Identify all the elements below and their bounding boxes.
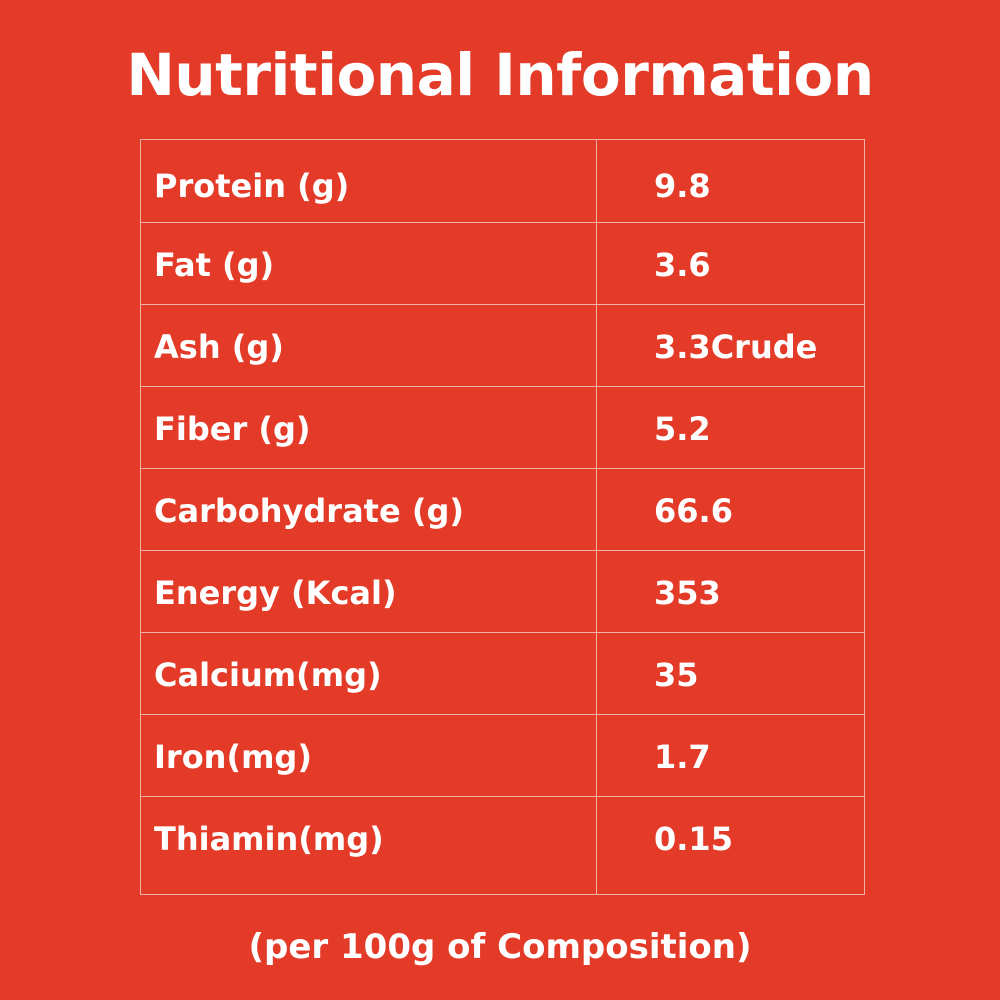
nutrient-value: 3.3Crude: [654, 328, 818, 366]
table-row: Carbohydrate (g) 66.6: [141, 469, 864, 551]
nutrient-label: Energy (Kcal): [154, 574, 397, 612]
nutrient-label: Carbohydrate (g): [154, 492, 464, 530]
nutrient-value: 35: [654, 656, 699, 694]
table-row: Fiber (g) 5.2: [141, 387, 864, 469]
table-row: Protein (g) 9.8: [141, 140, 864, 223]
composition-note: (per 100g of Composition): [248, 927, 752, 967]
nutrient-label: Ash (g): [154, 328, 284, 366]
nutrient-value: 1.7: [654, 738, 711, 776]
page-title: Nutritional Information: [126, 41, 874, 109]
table-row: Calcium(mg) 35: [141, 633, 864, 715]
nutrient-value: 353: [654, 574, 721, 612]
column-divider: [596, 140, 597, 894]
nutrition-table: Protein (g) 9.8 Fat (g) 3.6 Ash (g) 3.3C…: [140, 139, 865, 895]
table-row: Fat (g) 3.6: [141, 223, 864, 305]
table-row: Energy (Kcal) 353: [141, 551, 864, 633]
nutrient-value: 9.8: [654, 167, 711, 205]
nutrient-label: Protein (g): [154, 167, 350, 205]
nutrient-value: 3.6: [654, 246, 711, 284]
nutrient-label: Thiamin(mg): [154, 820, 384, 858]
nutrient-label: Calcium(mg): [154, 656, 382, 694]
nutrient-label: Iron(mg): [154, 738, 312, 776]
nutrient-value: 0.15: [654, 820, 733, 858]
nutrient-value: 5.2: [654, 410, 711, 448]
table-row: Iron(mg) 1.7: [141, 715, 864, 797]
nutrient-label: Fiber (g): [154, 410, 311, 448]
table-row: Ash (g) 3.3Crude: [141, 305, 864, 387]
nutrient-label: Fat (g): [154, 246, 275, 284]
table-row: Thiamin(mg) 0.15: [141, 797, 864, 894]
nutrient-value: 66.6: [654, 492, 733, 530]
